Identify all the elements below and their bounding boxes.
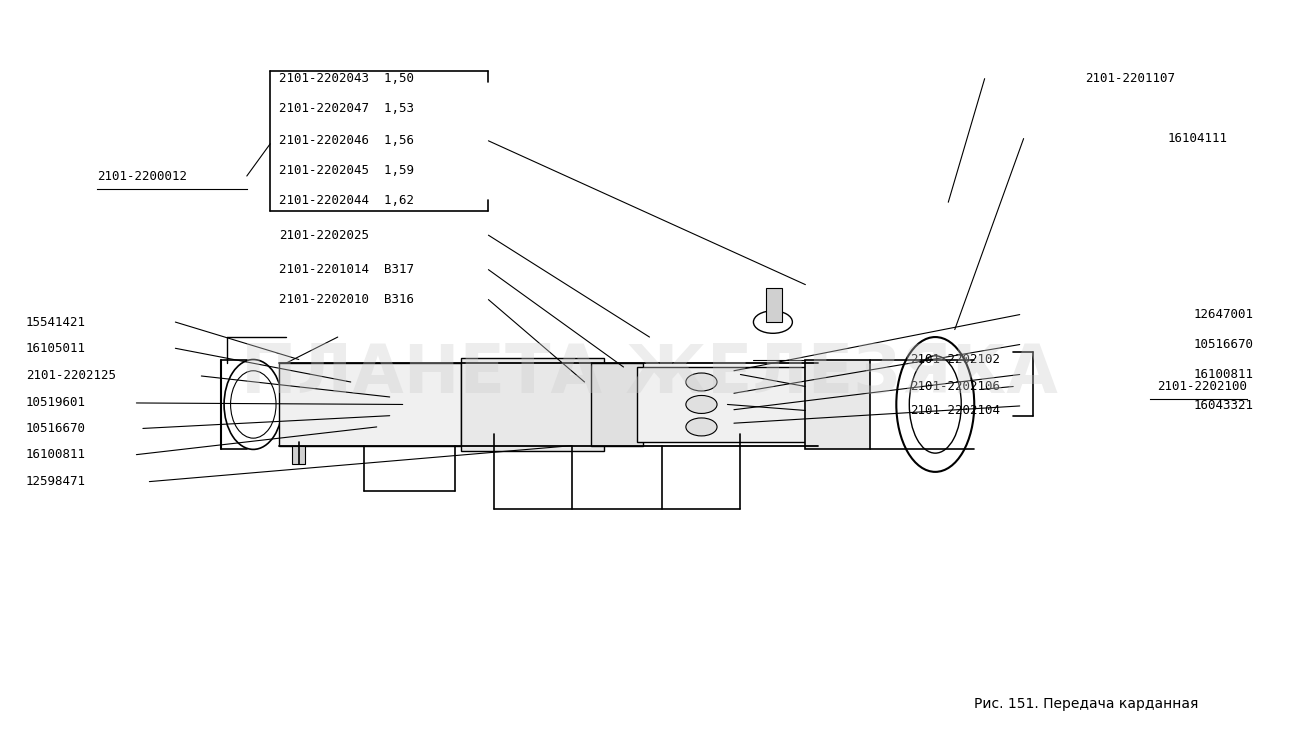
Text: 12647001: 12647001 bbox=[1194, 308, 1254, 321]
Text: 2101-2202125: 2101-2202125 bbox=[26, 369, 116, 383]
Text: 2101-2202100: 2101-2202100 bbox=[1157, 380, 1247, 393]
FancyBboxPatch shape bbox=[637, 367, 805, 442]
Text: 10516670: 10516670 bbox=[1194, 338, 1254, 351]
Circle shape bbox=[686, 373, 717, 391]
Text: 16104111: 16104111 bbox=[1168, 132, 1228, 145]
Text: 2101-2202010  B316: 2101-2202010 B316 bbox=[279, 293, 414, 306]
Text: 10519601: 10519601 bbox=[26, 396, 86, 410]
FancyBboxPatch shape bbox=[805, 360, 870, 449]
Text: 12598471: 12598471 bbox=[26, 475, 86, 488]
FancyBboxPatch shape bbox=[279, 363, 461, 446]
Text: 2101-2200012: 2101-2200012 bbox=[97, 169, 187, 183]
Circle shape bbox=[686, 395, 717, 413]
Circle shape bbox=[753, 311, 792, 333]
Text: 2101-2202104: 2101-2202104 bbox=[911, 404, 1000, 417]
Text: 2101-2202045  1,59: 2101-2202045 1,59 bbox=[279, 164, 414, 178]
Text: Рис. 151. Передача карданная: Рис. 151. Передача карданная bbox=[974, 697, 1199, 711]
Text: 16105011: 16105011 bbox=[26, 342, 86, 355]
Text: 16043321: 16043321 bbox=[1194, 399, 1254, 413]
Text: 2101-2202047  1,53: 2101-2202047 1,53 bbox=[279, 102, 414, 115]
FancyBboxPatch shape bbox=[591, 363, 643, 446]
Text: ПЛАНЕТА ЖЕЛЕЗЯКА: ПЛАНЕТА ЖЕЛЕЗЯКА bbox=[242, 342, 1057, 407]
Text: 2101-2202043  1,50: 2101-2202043 1,50 bbox=[279, 72, 414, 85]
Text: 2101-2202046  1,56: 2101-2202046 1,56 bbox=[279, 134, 414, 148]
Text: 16100811: 16100811 bbox=[26, 448, 86, 461]
Text: 2101-2202044  1,62: 2101-2202044 1,62 bbox=[279, 194, 414, 207]
Text: 16100811: 16100811 bbox=[1194, 368, 1254, 381]
Text: 2101-2201014  B317: 2101-2201014 B317 bbox=[279, 263, 414, 276]
Bar bbox=[766, 288, 782, 322]
Text: 2101-2201107: 2101-2201107 bbox=[1086, 72, 1176, 85]
Text: 15541421: 15541421 bbox=[26, 315, 86, 329]
FancyBboxPatch shape bbox=[461, 358, 604, 451]
Text: 2101-2202025: 2101-2202025 bbox=[279, 228, 369, 242]
Text: 2101-2202102: 2101-2202102 bbox=[911, 353, 1000, 366]
Text: 10516670: 10516670 bbox=[26, 422, 86, 435]
Bar bbox=[292, 446, 305, 464]
Text: 2101-2202106: 2101-2202106 bbox=[911, 380, 1000, 393]
Circle shape bbox=[686, 418, 717, 436]
